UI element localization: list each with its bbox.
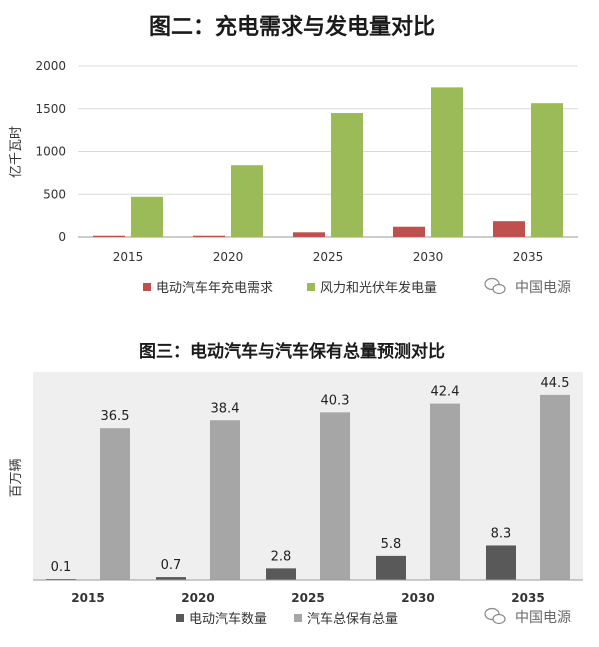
data-label: 38.4 (211, 401, 240, 416)
data-label: 40.3 (321, 393, 350, 408)
x-tick-label: 2025 (313, 250, 344, 264)
legend-label-total-vehicles: 汽车总保有总量 (307, 611, 398, 627)
chart-1-legend: 电动汽车年充电需求 风力和光伏年发电量 (143, 280, 437, 296)
bar-ev-charging-2030 (393, 226, 425, 237)
data-label: 44.5 (541, 376, 570, 391)
x-tick-label: 2020 (181, 591, 214, 605)
data-label: 0.1 (51, 560, 72, 575)
x-tick-label: 2030 (413, 250, 444, 264)
data-label: 8.3 (491, 526, 512, 541)
bar-total-vehicles-2015 (100, 428, 130, 580)
legend-label-ev-count: 电动汽车数量 (189, 611, 267, 627)
chart-2-data-labels: 0.1 36.5 0.7 38.4 2.8 40.3 5.8 42.4 8.3 44.5 (51, 376, 570, 575)
bar-wind-solar-2035 (531, 103, 563, 237)
bar-wind-solar-2025 (331, 113, 363, 237)
y-tick-label: 1000 (35, 145, 66, 159)
y-tick-label: 0 (58, 230, 66, 244)
chart-2-legend: 电动汽车数量 汽车总保有总量 (176, 611, 398, 627)
data-label: 5.8 (381, 537, 402, 552)
watermark-2: 中国电源 (484, 607, 571, 626)
bar-total-vehicles-2025 (320, 412, 350, 580)
watermark-text: 中国电源 (515, 610, 571, 626)
bar-ev-charging-2020 (193, 235, 225, 237)
chart-1-y-axis-label: 亿千瓦时 (9, 126, 24, 178)
y-tick-label: 1500 (35, 102, 66, 116)
chart-1-bars (93, 87, 563, 237)
x-tick-label: 2020 (213, 250, 244, 264)
legend-swatch-wind-solar (307, 283, 315, 291)
data-label: 42.4 (431, 385, 460, 400)
bar-total-vehicles-2035 (540, 394, 570, 580)
bar-ev-count-2030 (376, 555, 406, 580)
chart-1-title: 图二：充电需求与发电量对比 (149, 14, 435, 40)
bar-wind-solar-2015 (131, 196, 163, 237)
y-tick-label: 2000 (35, 59, 66, 73)
wechat-icon (484, 277, 506, 295)
bar-ev-charging-2015 (93, 235, 125, 237)
legend-swatch-ev-count (176, 614, 184, 622)
legend-swatch-total-vehicles (294, 614, 302, 622)
chart-1-y-ticks: 0 500 1000 1500 2000 (35, 59, 66, 244)
bar-ev-count-2035 (486, 545, 516, 580)
data-label: 0.7 (161, 558, 182, 573)
bar-ev-count-2020 (156, 577, 186, 580)
x-tick-label: 2035 (513, 250, 544, 264)
bar-total-vehicles-2030 (430, 403, 460, 580)
x-tick-label: 2035 (511, 591, 544, 605)
x-tick-label: 2030 (401, 591, 434, 605)
watermark-1: 中国电源 (484, 277, 571, 296)
watermark-text: 中国电源 (515, 280, 571, 296)
chart-2-x-ticks: 2015 2020 2025 2030 2035 (71, 591, 544, 605)
chart-2-y-axis-label: 百万辆 (9, 458, 24, 497)
chart-1-x-ticks: 2015 2020 2025 2030 2035 (113, 250, 544, 264)
legend-swatch-ev-charging (143, 283, 151, 291)
y-tick-label: 500 (43, 187, 66, 201)
bar-total-vehicles-2020 (210, 420, 240, 580)
bar-ev-count-2025 (266, 568, 296, 580)
data-label: 2.8 (271, 549, 292, 564)
x-tick-label: 2025 (291, 591, 324, 605)
chart-2-bars (33, 394, 583, 581)
legend-label-ev-charging: 电动汽车年充电需求 (156, 280, 273, 296)
wechat-icon (484, 607, 506, 625)
bar-ev-charging-2035 (493, 221, 525, 237)
x-tick-label: 2015 (113, 250, 144, 264)
chart-1: 图二：充电需求与发电量对比 亿千瓦时 0 500 1000 1500 2000 2015… (9, 14, 578, 296)
data-label: 36.5 (101, 409, 130, 424)
bar-wind-solar-2020 (231, 165, 263, 237)
chart-2: 图三：电动汽车与汽车保有总量预测对比 百万辆 0.1 36.5 0.7 38.4 2.8… (9, 341, 583, 627)
bar-ev-charging-2025 (293, 232, 325, 237)
chart-2-title: 图三：电动汽车与汽车保有总量预测对比 (139, 341, 445, 362)
x-tick-label: 2015 (71, 591, 104, 605)
legend-label-wind-solar: 风力和光伏年发电量 (320, 280, 437, 296)
bar-wind-solar-2030 (431, 87, 463, 237)
